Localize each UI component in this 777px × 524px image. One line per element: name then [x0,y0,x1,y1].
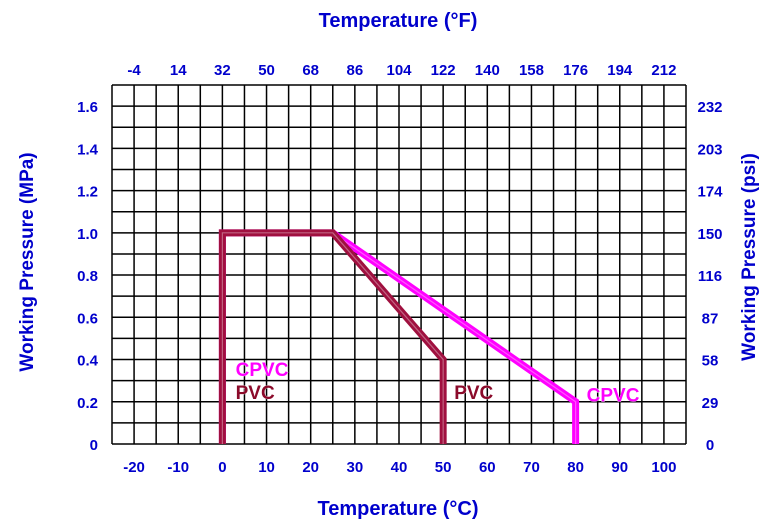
y-tick-label-left: 0.4 [77,353,99,370]
y-tick-label-right: 174 [697,184,723,201]
y-tick-label-left: 1.4 [77,141,99,158]
top-tick-label: 158 [519,62,544,79]
y-tick-label-left: 0 [90,437,98,454]
x-tick-label: 40 [391,459,408,476]
chart-titles: Temperature (°F) Temperature (°C) Workin… [17,10,760,520]
series-label-cpvc: CPVC [236,360,289,381]
x-tick-label: 20 [302,459,319,476]
x-tick-label: -10 [167,459,189,476]
series-line-highlight-pvc [221,232,444,444]
chart-ticks: -20 -10 0 10 20 30 40 50 60 70 80 90 100-4 14 32 50 68 86… [77,62,723,476]
chart-top-title: Temperature (°F) [319,10,478,32]
chart-y-axis-title-left: Working Pressure (MPa) [17,152,38,371]
x-tick-label: 10 [258,459,275,476]
x-tick-label: 60 [479,459,496,476]
x-tick-label: 90 [611,459,628,476]
top-tick-label: 194 [607,62,633,79]
x-tick-label: 80 [567,459,584,476]
y-tick-label-left: 0.2 [77,395,98,412]
x-tick-label: 30 [347,459,364,476]
y-tick-label-left: 1.2 [77,184,98,201]
top-tick-label: 68 [302,62,319,79]
y-tick-label-right: 116 [698,268,722,285]
top-tick-label: 86 [347,62,364,79]
top-tick-label: 14 [170,62,187,79]
y-tick-label-left: 0.8 [77,268,98,285]
series-line-pvc [218,229,447,444]
x-tick-label: 0 [218,459,226,476]
x-tick-label: 70 [523,459,540,476]
top-tick-label: 212 [651,62,676,79]
top-tick-label: 50 [258,62,275,79]
y-tick-label-right: 87 [702,310,719,327]
y-tick-label-left: 1.6 [77,99,98,116]
top-tick-label: 32 [214,62,231,79]
y-tick-label-right: 58 [702,353,719,370]
x-tick-label: -20 [123,459,145,476]
y-tick-label-right: 203 [697,141,722,158]
x-tick-label: 50 [435,459,452,476]
y-tick-label-right: 232 [697,99,722,116]
series-label-pvc: PVC [236,383,275,404]
y-tick-label-right: 29 [702,395,719,412]
top-tick-label: 122 [431,62,456,79]
top-tick-label: 176 [563,62,588,79]
top-tick-label: 104 [386,62,412,79]
chart-x-axis-title: Temperature (°C) [318,498,479,520]
y-tick-label-right: 150 [697,226,722,243]
series-label-cpvc: CPVC [587,385,640,406]
x-tick-label: 100 [651,459,676,476]
chart-y-axis-title-right: Working Pressure (psi) [739,153,760,361]
y-tick-label-left: 0.6 [77,310,98,327]
y-tick-label-left: 1.0 [77,226,98,243]
top-tick-label: 140 [475,62,500,79]
y-tick-label-right: 0 [706,437,714,454]
series-label-pvc: PVC [454,383,493,404]
top-tick-label: -4 [127,62,141,79]
